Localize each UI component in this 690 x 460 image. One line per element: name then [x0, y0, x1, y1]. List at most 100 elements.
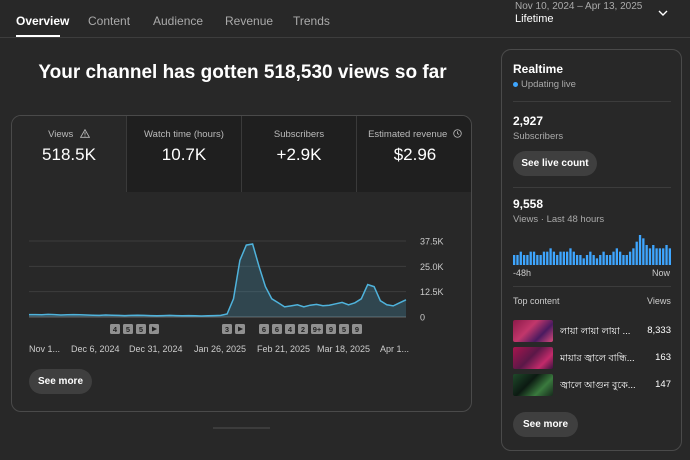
event-marker	[110, 324, 120, 334]
event-marker-label: 2	[301, 325, 305, 334]
metrics-card: Views 518.5K Watch time (hours) 10.7K Su…	[11, 115, 472, 412]
realtime-bar	[572, 251, 575, 265]
top-content-views-header: Views	[647, 296, 671, 306]
live-status-dot	[513, 82, 518, 87]
video-views: 8,333	[647, 325, 671, 336]
tab-overview[interactable]: Overview	[16, 14, 70, 28]
clock-icon	[453, 129, 462, 138]
realtime-title: Realtime	[513, 62, 564, 76]
event-marker-label: 4	[288, 325, 293, 334]
realtime-bar	[638, 235, 642, 265]
top-content-item[interactable]: জ্বালে আগুন বুকে... 147	[513, 374, 671, 396]
event-marker-label: 9+	[313, 325, 322, 334]
event-marker	[298, 324, 308, 334]
top-content-item[interactable]: মায়ার জ্বালে বান্ধি... 163	[513, 347, 671, 369]
event-marker	[352, 324, 362, 334]
tab-audience[interactable]: Audience	[153, 14, 204, 28]
scroll-indicator	[213, 427, 270, 429]
realtime-see-more-button[interactable]: See more	[513, 412, 578, 437]
page-headline: Your channel has gotten 518,530 views so…	[38, 62, 447, 83]
event-marker	[285, 324, 295, 334]
bar-chart-end-label: Now	[652, 268, 671, 278]
video-views: 147	[655, 379, 671, 390]
tab-trends[interactable]: Trends	[293, 14, 330, 28]
event-marker-label: 5	[139, 325, 143, 334]
date-period-text: Lifetime	[515, 13, 554, 25]
realtime-bar	[648, 248, 652, 265]
metric-tab-views[interactable]: Views 518.5K	[12, 116, 127, 192]
metric-value-watch-time: 10.7K	[161, 145, 207, 164]
event-marker	[136, 324, 146, 334]
divider	[513, 187, 671, 188]
realtime-views-count: 9,558	[513, 197, 544, 211]
metric-tab-watch-time[interactable]: Watch time (hours) 10.7K	[127, 116, 242, 192]
play-icon	[238, 326, 243, 332]
video-title: লায়া লায়া লায়া ...	[560, 326, 631, 337]
realtime-bar	[655, 248, 658, 265]
active-tab-indicator	[16, 35, 60, 37]
divider	[513, 286, 671, 287]
metric-label-subscribers: Subscribers	[273, 129, 325, 140]
realtime-bar	[599, 255, 602, 265]
y-tick-label: 0	[420, 313, 425, 323]
event-marker-label: 6	[262, 325, 266, 334]
x-tick-label: Apr 1...	[380, 344, 409, 354]
event-marker	[326, 324, 336, 334]
realtime-bar	[513, 255, 516, 265]
realtime-bar	[628, 251, 632, 265]
tab-content[interactable]: Content	[88, 14, 131, 28]
see-more-button[interactable]: See more	[29, 369, 92, 394]
event-marker-label: 3	[225, 325, 229, 334]
x-tick-label: Nov 1...	[29, 344, 60, 354]
video-title: মায়ার জ্বালে বান্ধি...	[560, 353, 635, 364]
realtime-bar	[592, 255, 595, 265]
realtime-bar	[652, 245, 655, 265]
y-tick-label: 12.5K	[420, 287, 444, 297]
realtime-bar	[556, 255, 559, 265]
event-marker-label: 5	[342, 325, 346, 334]
realtime-bar	[569, 248, 572, 265]
see-live-count-button[interactable]: See live count	[513, 151, 597, 176]
realtime-status: Updating live	[521, 79, 576, 90]
tab-revenue[interactable]: Revenue	[225, 14, 274, 28]
event-marker-label: 4	[113, 325, 118, 334]
event-marker	[222, 324, 232, 334]
realtime-bar	[635, 241, 638, 265]
event-marker	[311, 324, 323, 334]
event-marker	[123, 324, 133, 334]
metric-label-watch-time: Watch time (hours)	[144, 129, 224, 140]
realtime-bar	[585, 255, 589, 265]
views-line	[29, 243, 407, 317]
top-content-label: Top content	[513, 296, 560, 306]
realtime-bar	[609, 255, 612, 265]
realtime-bar	[522, 255, 526, 265]
realtime-bar	[566, 251, 569, 265]
metric-label-views: Views	[12, 128, 126, 140]
realtime-bar-chart	[513, 235, 671, 265]
top-content-item[interactable]: লায়া লায়া লায়া ... 8,333	[513, 320, 671, 342]
metric-value-revenue: $2.96	[393, 145, 437, 164]
realtime-bar	[579, 255, 582, 265]
divider	[513, 101, 671, 102]
video-thumbnail	[513, 320, 553, 342]
realtime-bar	[546, 251, 549, 265]
realtime-bar	[632, 248, 635, 265]
realtime-bar	[615, 248, 618, 265]
event-marker	[259, 324, 269, 334]
top-navigation-bar: Overview Content Audience Revenue Trends…	[0, 0, 690, 38]
event-marker-label: 6	[275, 325, 279, 334]
realtime-bar	[519, 251, 522, 265]
metric-tab-subscribers[interactable]: Subscribers +2.9K	[242, 116, 357, 192]
warning-icon	[79, 128, 91, 138]
video-thumbnail	[513, 347, 553, 369]
event-marker-label: 9	[355, 325, 359, 334]
realtime-bar	[529, 251, 532, 265]
realtime-subscriber-count: 2,927	[513, 114, 544, 128]
realtime-bar	[662, 248, 665, 265]
metric-tab-revenue[interactable]: Estimated revenue $2.96	[357, 116, 471, 192]
metric-label-revenue: Estimated revenue	[357, 129, 471, 140]
realtime-views-label: Views · Last 48 hours	[513, 214, 605, 225]
x-tick-label: Jan 26, 2025	[194, 344, 246, 354]
realtime-bar	[549, 248, 552, 265]
metric-value-subscribers: +2.9K	[276, 145, 322, 164]
